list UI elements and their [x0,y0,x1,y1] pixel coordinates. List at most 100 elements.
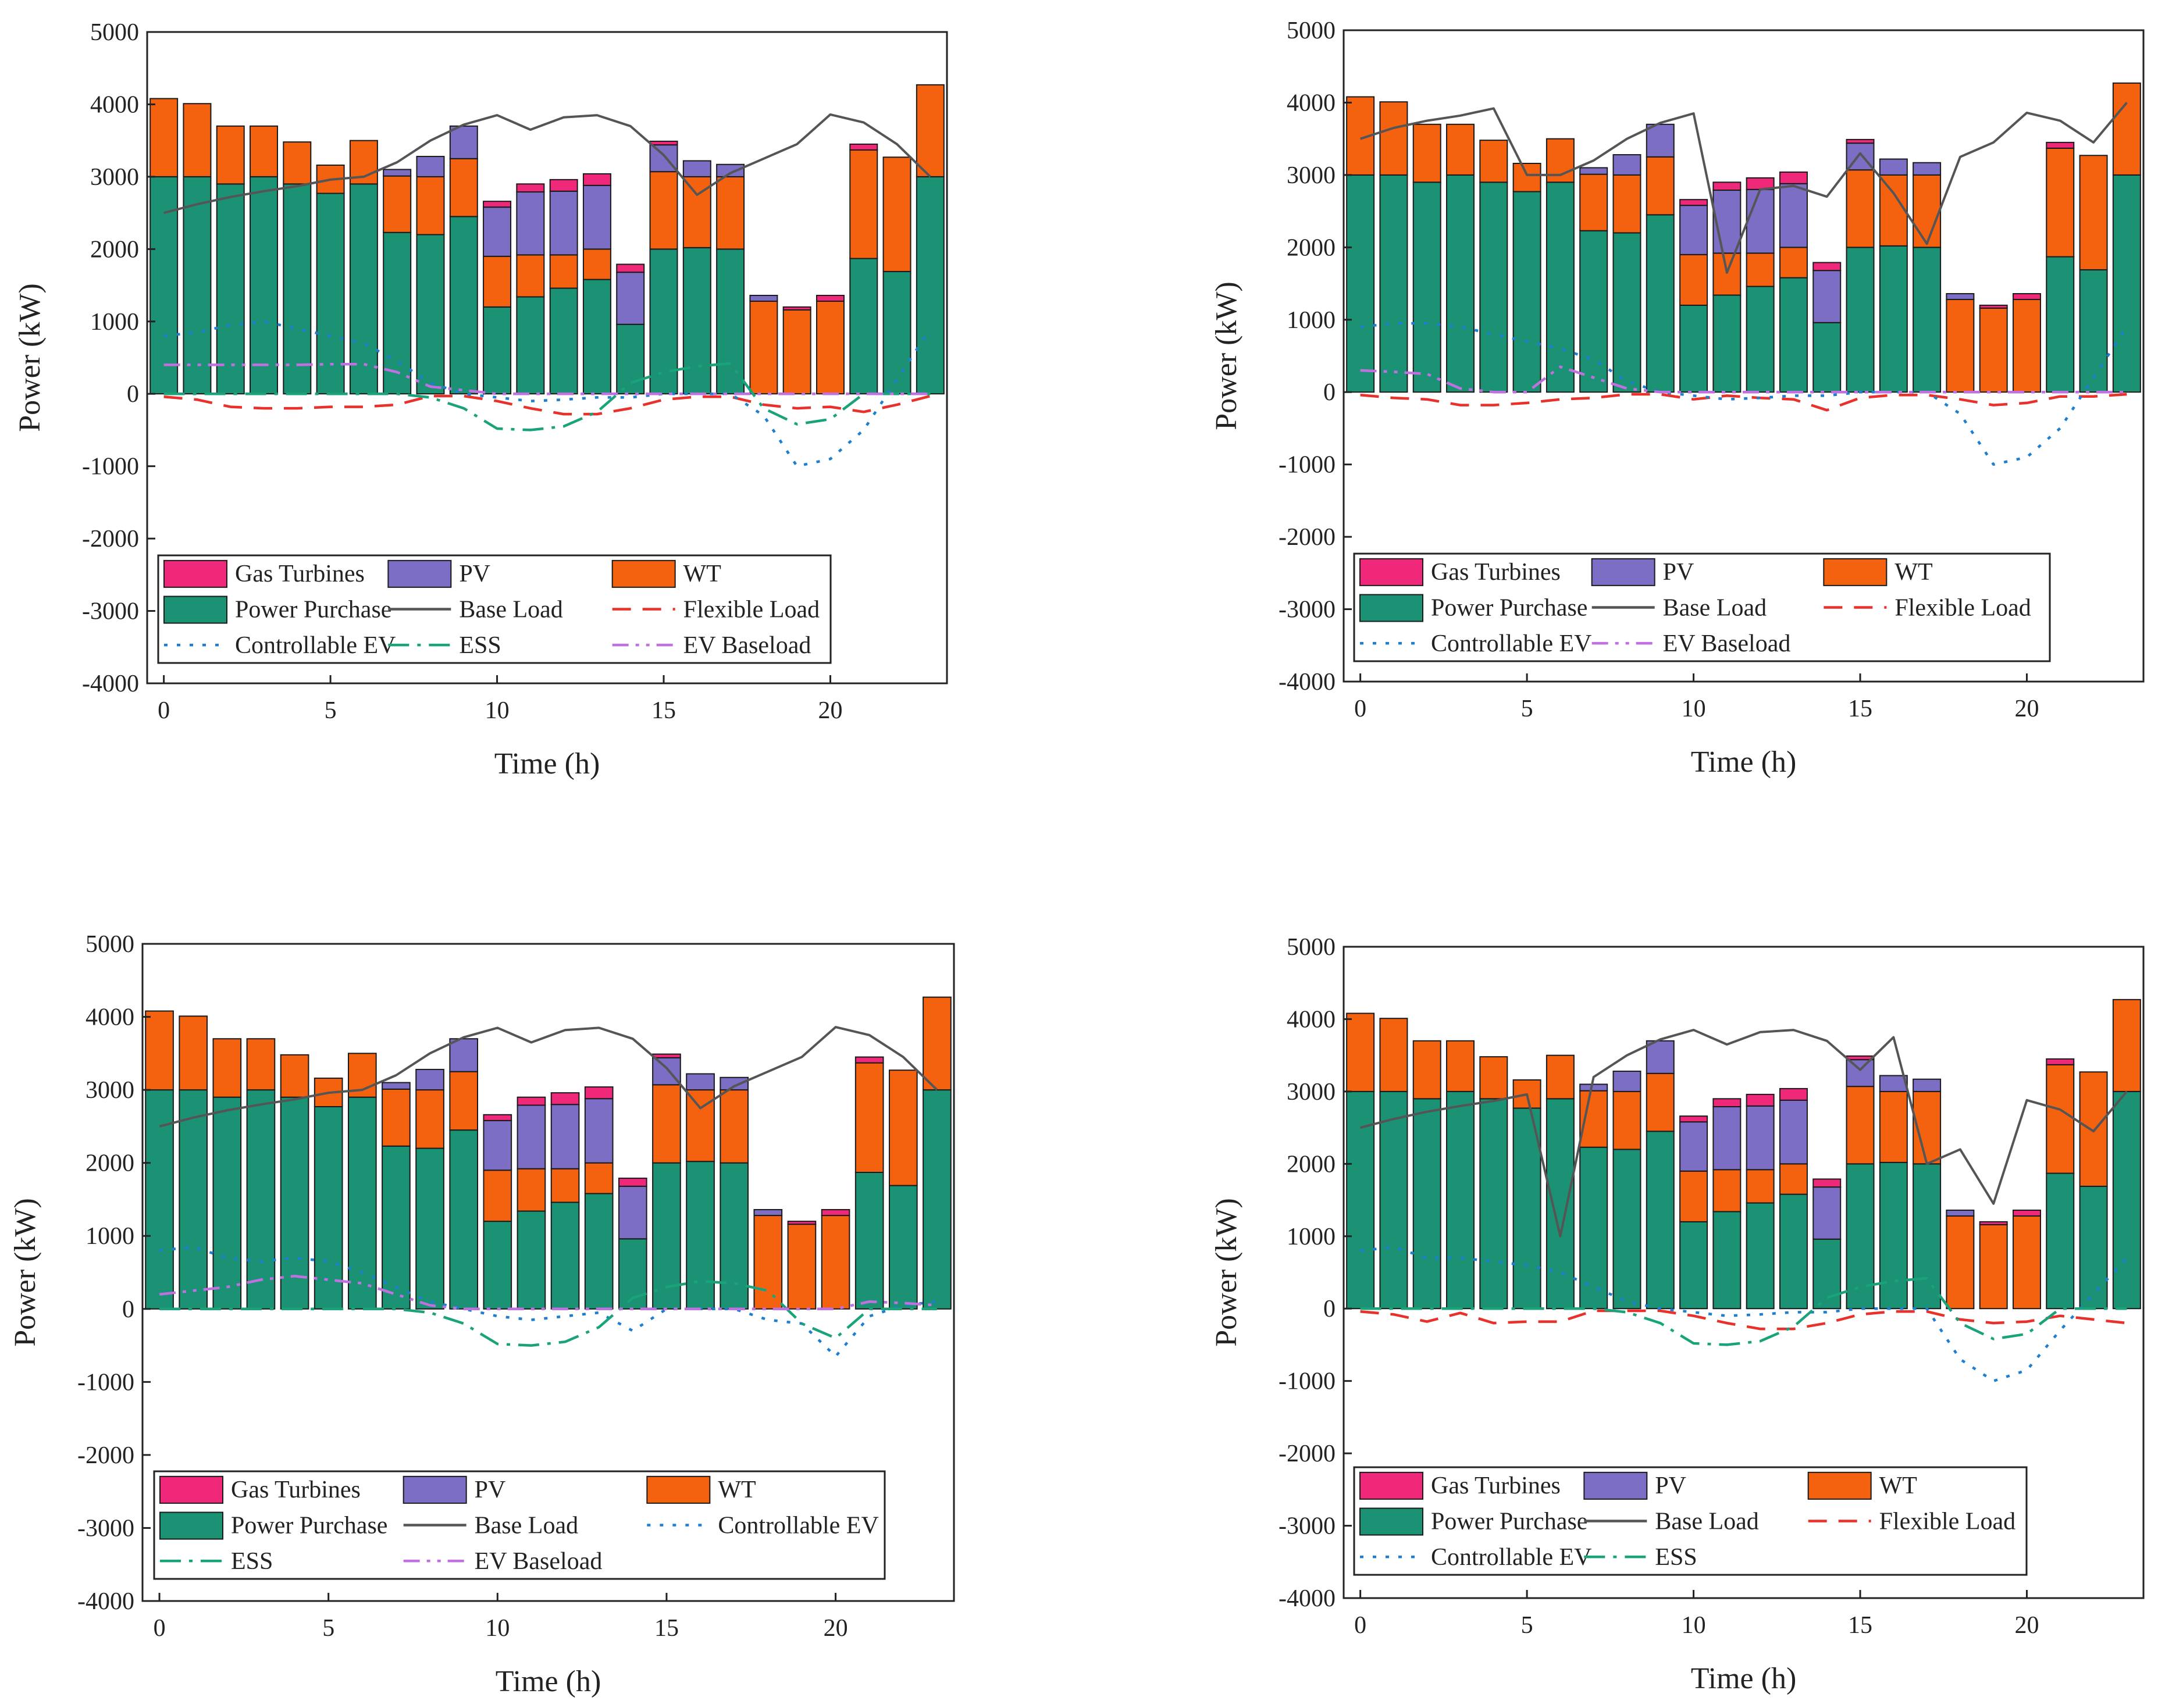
legend-swatch [1359,594,1423,622]
y-tick-label: -3000 [1279,597,1336,623]
legend-label: EV Baseload [475,1548,603,1575]
legend-item-controllable-ev: Controllable EV [647,1513,879,1539]
bar-wt [821,1215,850,1310]
bar-pv [1579,167,1608,175]
bar-power-purchase [1612,1149,1641,1310]
line-controllable-ev [159,1245,938,1358]
legend-label: Controllable EV [235,632,396,659]
bar-wt [1479,1056,1508,1100]
legend-label: Gas Turbines [1431,1472,1561,1499]
legend-swatch [646,1475,711,1504]
bar-wt [2112,999,2141,1092]
y-axis-title: Power (kW) [1210,1198,1243,1347]
legend-item-base-load: Base Load [1591,595,1767,622]
y-tick-label: 0 [1323,379,1336,406]
bar-pv [649,144,678,173]
x-tick-label: 5 [1521,696,1533,722]
line-controllable-ev [163,320,932,468]
bar-pv [749,294,778,302]
y-tick-label: -4000 [82,671,139,697]
bar-power-purchase [1446,174,1475,393]
bar-wt [1379,101,1408,176]
y-tick-label: -2000 [82,526,139,552]
bar-pv [383,169,412,177]
bar-gas-turbines [1712,1098,1742,1108]
bar-wt [1546,1054,1575,1100]
bar-wt [483,1169,512,1222]
bar-pv [1712,190,1742,254]
bar-wt [749,300,778,395]
y-axis: 5000 4000 3000 2000 1000 0 -1000 -2000 -3000 -400… [1279,934,1352,1612]
bar-wt [516,254,545,298]
bar-wt [1579,173,1608,231]
y-tick-label: -2000 [77,1442,134,1469]
x-axis: 0 5 10 15 20 [1354,673,2039,722]
y-tick-label: 0 [1323,1296,1336,1322]
y-tick-label: -3000 [82,598,139,625]
bar-pv [1946,1209,1975,1217]
legend-label: Power Purchase [235,597,391,623]
bar-pv [483,206,512,257]
bar-pv [1779,183,1808,248]
bar-wt [2012,298,2041,393]
legend-item-ess: ESS [160,1548,273,1575]
y-axis-title: Power (kW) [13,283,47,432]
legend-label: Flexible Load [1895,595,2031,622]
legend-item-ev-baseload: EV Baseload [1591,630,1791,657]
bar-power-purchase [1746,286,1775,393]
legend-swatch [403,1475,467,1504]
bar-wt [1746,1169,1775,1204]
bar-wt [2046,1064,2075,1174]
legend-item-power-purchase: Power Purchase [1359,1507,1587,1536]
bar-power-purchase [916,176,945,395]
bar-wt [1846,1086,1875,1165]
line-controllable-ev [1360,322,2128,466]
bar-power-purchase [882,270,911,395]
legend-swatch [1823,558,1888,586]
bar-power-purchase [517,1210,546,1310]
bar-pv [1646,1040,1675,1074]
bar-pv [449,125,478,159]
legend-label: Gas Turbines [1431,559,1561,586]
bar-wt [179,1015,208,1091]
legend: Gas Turbines PV WT Power Purchase Base Load C… [153,1470,886,1580]
y-tick-label: -4000 [1279,1585,1336,1612]
bar-wt [483,255,512,308]
legend-label: EV Baseload [1663,630,1791,657]
x-tick-label: 5 [1521,1612,1533,1639]
legend-item-ev-baseload: EV Baseload [403,1548,603,1575]
bar-wt [1979,307,2008,393]
bar-power-purchase [1879,1161,1908,1310]
bar-wt [888,1069,918,1186]
legend-item-base-load: Base Load [1584,1509,1759,1535]
lines [159,1026,938,1358]
bar-pv [1913,162,1942,176]
bar-gas-turbines [1712,181,1742,191]
bar-gas-turbines [2012,1209,2041,1217]
bar-power-purchase [349,183,378,395]
legend-swatch [611,559,676,588]
bar-wt [415,1089,444,1149]
y-tick-label: 3000 [86,1077,134,1104]
bar-wt [1779,1163,1808,1195]
bar-power-purchase [283,183,312,395]
bar-pv [1612,154,1641,176]
bar-pv [616,272,645,325]
legend-label: Gas Turbines [231,1477,361,1503]
bar-gas-turbines [483,1114,512,1121]
y-tick-label: 2000 [1287,1151,1336,1178]
y-tick-label: -1000 [77,1369,134,1396]
bar-power-purchase [1712,1211,1742,1310]
bar-pv [550,1104,580,1169]
bar-wt [1479,140,1508,183]
bar-pv [415,1068,444,1091]
legend-frame [153,1470,886,1580]
bar-wt [416,176,445,236]
line-base-load [163,113,931,215]
legend-swatch [163,559,227,588]
bar-power-purchase [212,1096,242,1310]
bar-wt [246,1038,276,1091]
bar-wt [782,309,811,395]
line-flexible-load [1360,1309,2127,1331]
